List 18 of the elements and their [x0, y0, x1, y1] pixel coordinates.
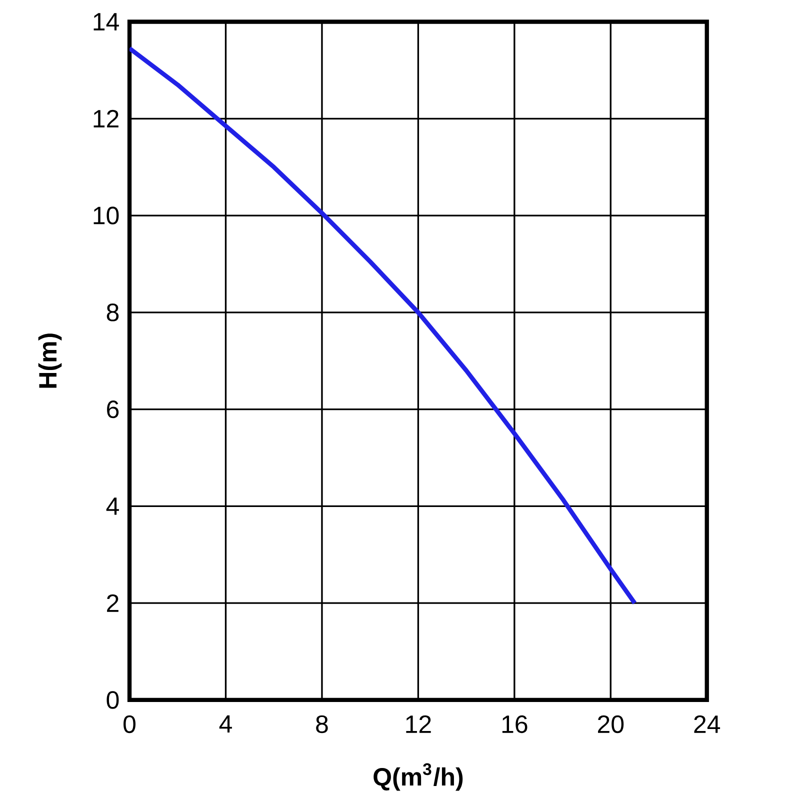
- x-tick-label: 20: [598, 715, 624, 734]
- x-tick-label: 24: [694, 715, 720, 733]
- y-tick-label: 14: [94, 13, 119, 30]
- y-axis-title: H(m): [38, 334, 62, 388]
- x-tick-label: 4: [219, 715, 232, 733]
- y-tick-label: 0: [106, 691, 119, 709]
- x-tick-label: 0: [124, 715, 136, 734]
- y-tick-label: 10: [94, 206, 119, 224]
- x-tick-label: 16: [502, 715, 528, 734]
- x-tick-label: 12: [406, 715, 431, 733]
- line-series: [130, 46, 637, 606]
- y-tick-label: 6: [107, 400, 119, 418]
- x-axis-title: Q(m$^{3}$/h): [374, 763, 463, 791]
- y-tick-label: 2: [107, 594, 118, 612]
- y-tick-label: 4: [106, 498, 119, 515]
- y-tick-label: 12: [94, 110, 118, 128]
- y-tick-label: 8: [106, 304, 119, 322]
- x-tick-label: 8: [316, 715, 328, 734]
